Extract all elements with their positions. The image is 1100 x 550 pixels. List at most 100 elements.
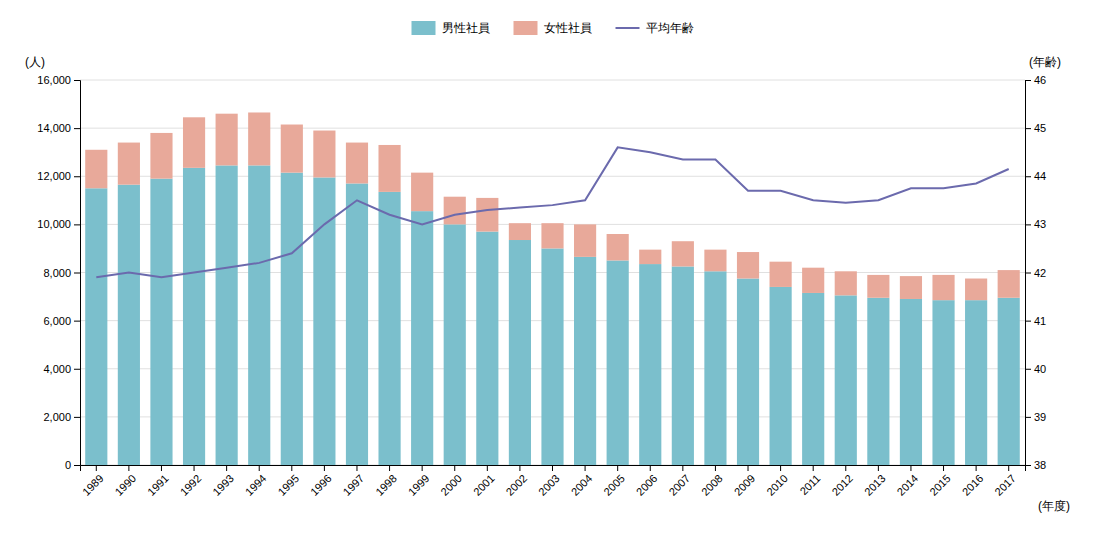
axis-line	[81, 466, 1026, 472]
tick: 1996	[308, 465, 334, 498]
tick-label: 1996	[308, 472, 334, 498]
tick-mark	[552, 465, 553, 471]
bar	[802, 293, 824, 465]
tick: 1992	[178, 465, 204, 498]
bar	[444, 197, 466, 225]
tick: 1998	[373, 465, 399, 498]
tick-mark	[259, 465, 260, 471]
tick-label: 12,000	[37, 170, 71, 182]
tick: 2008	[699, 465, 725, 498]
tick-mark	[487, 465, 488, 471]
tick-label: 14,000	[37, 122, 71, 134]
bar	[248, 165, 270, 465]
tick-mark	[389, 465, 390, 471]
tick-label: 41	[1034, 315, 1046, 327]
tick-label: 43	[1034, 218, 1046, 230]
tick: 39	[1025, 411, 1046, 423]
tick-mark	[356, 465, 357, 471]
tick-mark	[813, 465, 814, 471]
tick-mark	[1008, 465, 1009, 471]
tick: 1989	[80, 465, 106, 498]
tick: 1999	[406, 465, 432, 498]
tick: 1991	[145, 465, 171, 498]
tick-label: 2016	[960, 472, 986, 498]
bar	[183, 117, 205, 168]
tick-mark	[161, 465, 162, 471]
tick-label: 1993	[210, 472, 236, 498]
tick: 43	[1025, 218, 1046, 230]
tick-label: 46	[1034, 74, 1046, 86]
bar	[476, 232, 498, 465]
bar	[770, 287, 792, 465]
tick-mark	[128, 465, 129, 471]
x-axis: 1989199019911992199319941995199619971998…	[80, 465, 1026, 498]
tick-label: 0	[65, 459, 71, 471]
tick-mark	[1025, 273, 1031, 274]
bar	[476, 198, 498, 232]
bar	[998, 298, 1020, 465]
tick: 2005	[601, 465, 627, 498]
tick: 2007	[666, 465, 692, 498]
tick: 2000	[438, 465, 464, 498]
bar	[574, 257, 596, 465]
bar	[150, 133, 172, 179]
bar	[770, 262, 792, 287]
tick: 2016	[960, 465, 986, 498]
tick-label: 39	[1034, 411, 1046, 423]
legend-label: 女性社員	[544, 21, 592, 35]
tick-label: 2010	[764, 472, 790, 498]
bar	[802, 268, 824, 293]
tick-label: 1998	[373, 472, 399, 498]
tick-label: 45	[1034, 122, 1046, 134]
tick: 0	[65, 459, 80, 471]
tick-mark	[74, 369, 80, 370]
tick-label: 42	[1034, 267, 1046, 279]
tick-label: 1994	[243, 472, 269, 498]
tick: 2013	[862, 465, 888, 498]
tick-mark	[74, 273, 80, 274]
bar	[965, 300, 987, 465]
tick: 2002	[503, 465, 529, 498]
tick-mark	[74, 80, 80, 81]
tick: 12,000	[37, 170, 80, 182]
bar	[704, 271, 726, 465]
bar	[509, 240, 531, 465]
tick-label: 10,000	[37, 218, 71, 230]
tick-mark	[324, 465, 325, 471]
tick: 2010	[764, 465, 790, 498]
bar	[998, 270, 1020, 298]
tick: 1993	[210, 465, 236, 498]
bar	[411, 211, 433, 465]
tick-label: 40	[1034, 363, 1046, 375]
tick-mark	[780, 465, 781, 471]
bar	[118, 143, 140, 185]
tick-mark	[1025, 80, 1031, 81]
bar	[639, 264, 661, 465]
tick-label: 1992	[178, 472, 204, 498]
bar	[867, 275, 889, 298]
tick-label: 38	[1034, 459, 1046, 471]
bar	[541, 223, 563, 248]
tick: 2001	[471, 465, 497, 498]
y-axis-label: (人)	[25, 55, 45, 69]
bar	[900, 276, 922, 299]
bar	[932, 275, 954, 300]
bar	[965, 279, 987, 301]
bar	[313, 177, 335, 465]
tick: 16,000	[37, 74, 80, 86]
tick: 46	[1025, 74, 1046, 86]
bar	[639, 250, 661, 264]
tick: 14,000	[37, 122, 80, 134]
bar	[509, 223, 531, 240]
chart: 1989199019911992199319941995199619971998…	[0, 0, 1100, 550]
tick-mark	[74, 417, 80, 418]
bar	[281, 125, 303, 173]
bar	[281, 173, 303, 465]
tick-label: 2005	[601, 472, 627, 498]
bar	[85, 150, 107, 189]
x-axis-label: (年度)	[1038, 499, 1070, 513]
tick-mark	[291, 465, 292, 471]
tick: 6,000	[43, 315, 80, 327]
tick-label: 2,000	[43, 411, 71, 423]
bar	[932, 300, 954, 465]
